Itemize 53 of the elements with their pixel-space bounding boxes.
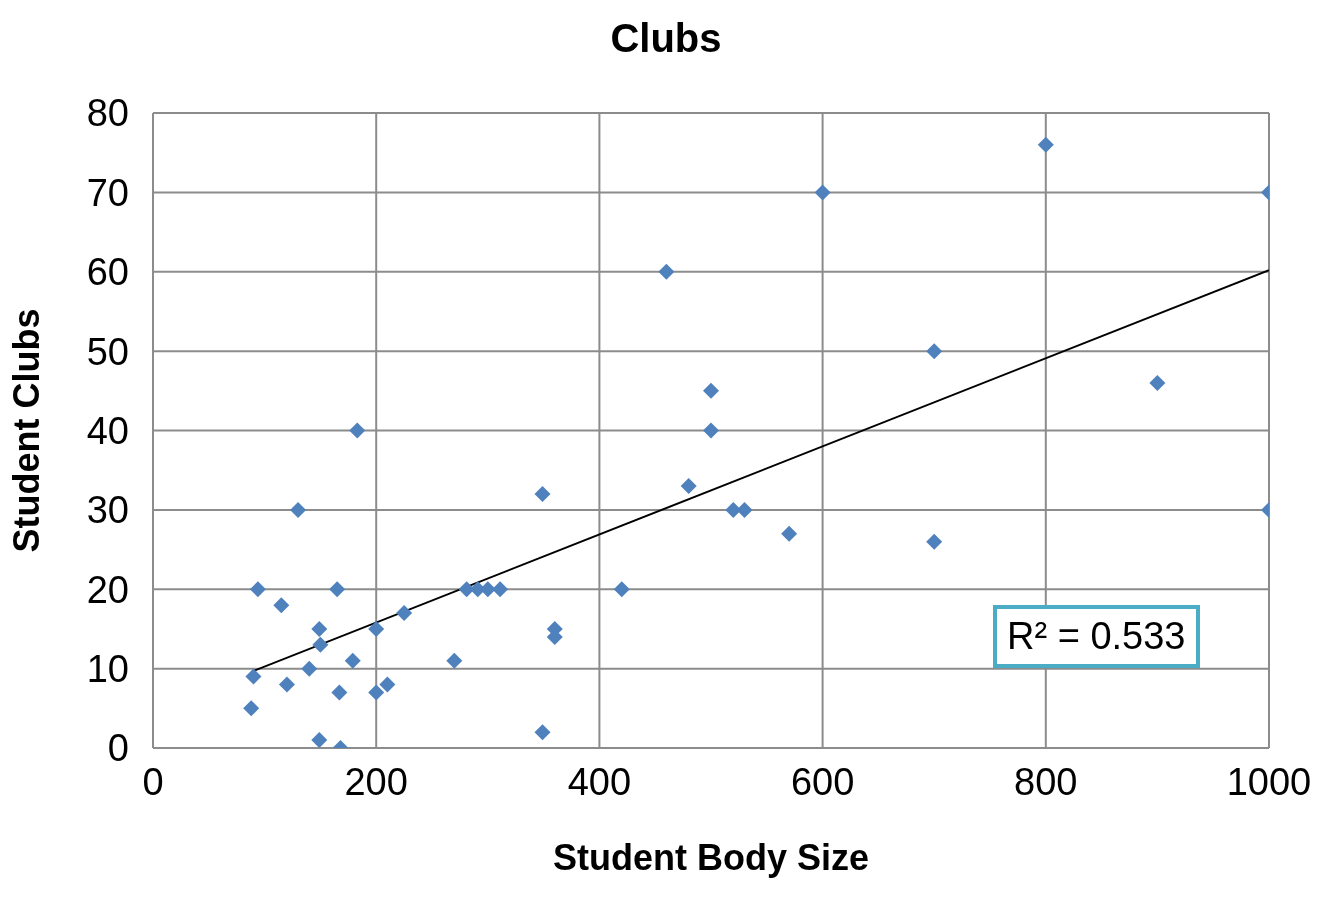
point <box>534 486 551 502</box>
y-tick-label: 50 <box>86 330 129 373</box>
point <box>613 581 630 598</box>
x-tick-label: 400 <box>567 760 632 803</box>
point <box>311 732 328 748</box>
point <box>680 478 697 495</box>
point <box>311 620 328 637</box>
y-tick-label: 40 <box>86 409 129 452</box>
y-tick-label: 30 <box>86 489 129 532</box>
y-tick-label: 80 <box>86 92 129 135</box>
point <box>349 422 366 439</box>
point <box>379 676 396 693</box>
point <box>273 597 290 614</box>
point <box>1037 136 1054 153</box>
chart-title: Clubs <box>609 16 723 61</box>
point <box>446 652 463 669</box>
point <box>331 684 348 701</box>
point <box>243 700 260 717</box>
point <box>396 605 413 622</box>
y-tick-label: 20 <box>86 568 129 611</box>
annotation: R² = 0.533 <box>993 605 1200 668</box>
point <box>492 581 509 598</box>
y-tick-label: 10 <box>86 648 129 691</box>
y-tick-label: 60 <box>86 251 129 294</box>
x-tick-label: 0 <box>142 760 164 803</box>
x-axis-title: Student Body Size <box>552 837 870 878</box>
x-tick-label: 800 <box>1014 760 1078 803</box>
point <box>458 581 475 598</box>
x-tick-label: 600 <box>790 760 855 803</box>
point <box>926 343 943 360</box>
point <box>290 501 307 518</box>
point <box>278 676 295 693</box>
y-tick-label: 70 <box>86 171 129 214</box>
point <box>245 668 262 685</box>
point <box>814 184 831 201</box>
point <box>926 533 943 550</box>
point <box>301 660 318 677</box>
point <box>703 422 719 439</box>
point <box>1149 374 1166 391</box>
x-tick-label: 1000 <box>1226 760 1312 803</box>
point <box>781 525 798 542</box>
point <box>329 581 346 598</box>
point <box>312 636 329 653</box>
point <box>344 652 361 669</box>
x-tick-label: 200 <box>344 760 408 803</box>
point <box>534 724 551 741</box>
y-tick-label: 0 <box>107 727 129 770</box>
point <box>368 684 385 701</box>
y-axis-title: Student Clubs <box>5 308 47 553</box>
point <box>658 263 675 280</box>
point <box>249 581 266 598</box>
point <box>368 620 385 637</box>
point <box>703 382 719 399</box>
